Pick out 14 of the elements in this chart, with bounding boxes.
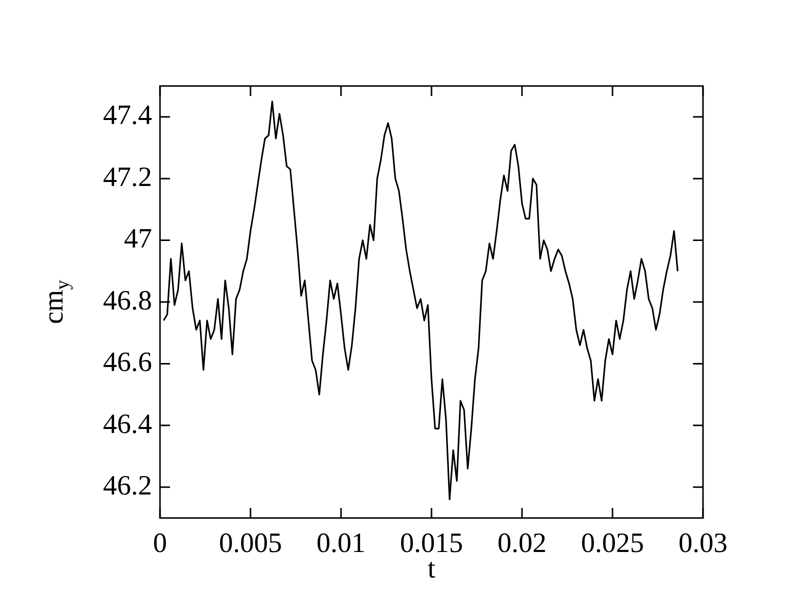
x-tick-label: 0.03	[678, 528, 728, 560]
y-tick-label: 47.2	[103, 162, 152, 193]
x-tick-label: 0	[153, 528, 167, 560]
y-tick-label: 46.4	[103, 408, 152, 440]
y-tick-label: 47	[124, 224, 152, 255]
x-tick-label: 0.025	[581, 528, 644, 560]
y-axis-title: cmy	[38, 280, 74, 324]
y-tick-label: 46.8	[103, 285, 152, 316]
y-tick-label: 46.2	[103, 470, 152, 502]
y-tick-label: 47.4	[103, 100, 152, 132]
x-tick-label: 0.005	[219, 528, 282, 560]
x-tick-label: 0.02	[498, 528, 546, 560]
y-tick-label: 46.6	[103, 347, 152, 378]
x-tick-label: 0.01	[316, 528, 366, 560]
